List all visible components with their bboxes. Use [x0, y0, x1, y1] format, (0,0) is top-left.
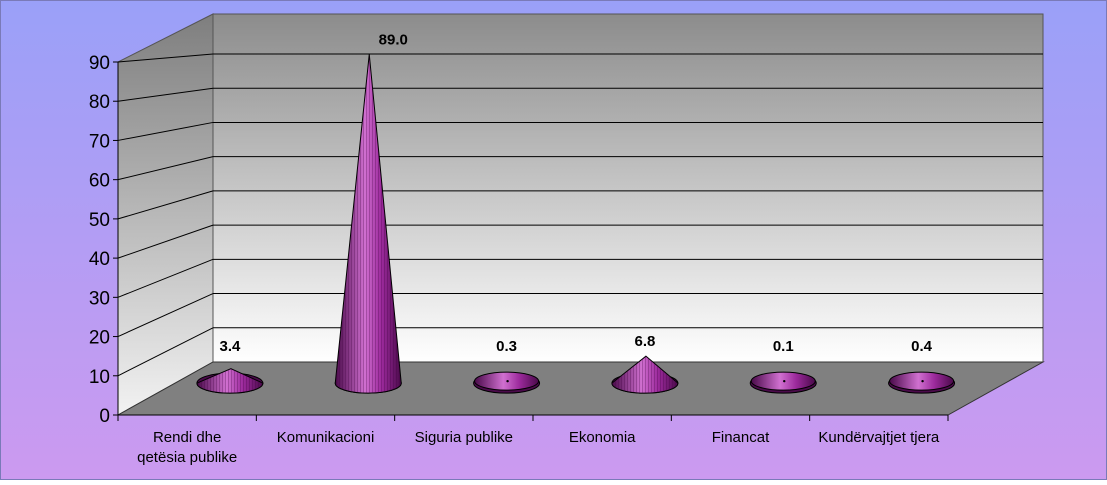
cone-bar: [196, 368, 264, 394]
x-category-label: Financat: [712, 429, 770, 446]
y-tick-label: 30: [89, 288, 110, 309]
cone-bar: [473, 371, 541, 394]
gridline-side: [117, 327, 214, 377]
y-tick-label: 60: [89, 171, 110, 192]
y-tick-label: 40: [89, 249, 110, 270]
cone-bar: [888, 371, 956, 394]
y-tick-label: 10: [89, 367, 110, 388]
x-category-label: Komunikacioni: [277, 429, 375, 446]
x-category-label: Rendi dhe qetësia publike: [137, 429, 237, 466]
y-tick-label: 70: [89, 131, 110, 152]
gridline-side: [117, 87, 214, 102]
x-category-label: Ekonomia: [569, 429, 636, 446]
y-tick-label: 50: [89, 210, 110, 231]
cone-tip: [921, 379, 924, 383]
gridline-side: [117, 293, 214, 338]
data-label: 89.0: [379, 31, 408, 48]
x-category-label: Kundërvajtjet tjera: [818, 429, 940, 446]
gridline-side: [117, 156, 214, 181]
gridline-side: [117, 53, 214, 63]
cone-tip: [506, 379, 509, 383]
gridline-side: [117, 121, 214, 141]
y-tick-label: 90: [89, 53, 110, 74]
gridline-side: [117, 258, 214, 298]
data-label: 0.3: [496, 338, 517, 355]
cone-texture: [611, 356, 678, 394]
cone-texture: [196, 368, 263, 394]
data-label: 6.8: [634, 333, 655, 350]
data-label: 3.4: [219, 338, 241, 355]
gridline-side: [117, 224, 214, 259]
data-label: 0.1: [773, 338, 794, 355]
cone-tip: [783, 379, 786, 383]
back-wall: [212, 13, 1044, 363]
x-category-label: Siguria publike: [415, 429, 513, 446]
y-tick-label: 20: [89, 328, 110, 349]
cone-bar: [334, 54, 402, 394]
y-tick-label: 0: [99, 406, 110, 427]
cone-bar: [611, 355, 679, 394]
y-tick-label: 80: [89, 92, 110, 113]
cone-bar: [749, 371, 817, 394]
gridline-side: [117, 190, 214, 220]
data-label: 0.4: [911, 338, 933, 355]
cone-texture: [335, 54, 402, 394]
